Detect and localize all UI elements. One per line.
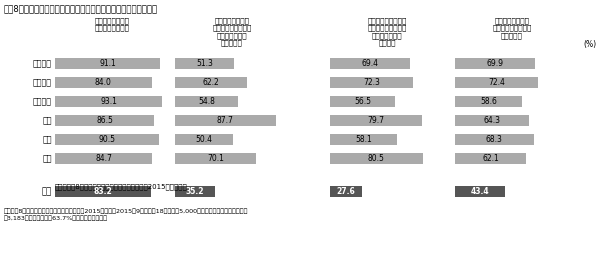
Text: 50.4: 50.4 <box>196 135 213 144</box>
Text: 93.1: 93.1 <box>100 97 117 106</box>
Text: 91.1: 91.1 <box>99 59 116 68</box>
Text: 日本: 日本 <box>42 187 52 196</box>
Text: 87.7: 87.7 <box>217 116 234 125</box>
FancyBboxPatch shape <box>330 77 413 88</box>
FancyBboxPatch shape <box>55 96 162 107</box>
Text: 3,183人（有効回収率63.7%）から回答を得た。: 3,183人（有効回収率63.7%）から回答を得た。 <box>4 216 108 221</box>
FancyBboxPatch shape <box>330 58 410 69</box>
Text: 79.7: 79.7 <box>367 116 384 125</box>
Text: 83.2: 83.2 <box>93 187 112 196</box>
Text: という理由で圧力を: という理由で圧力を <box>367 25 407 31</box>
Text: メディアは報道の: メディアは報道の <box>494 17 530 24</box>
FancyBboxPatch shape <box>55 115 155 126</box>
Text: 90.5: 90.5 <box>99 135 116 144</box>
Text: られても仕方が: られても仕方が <box>217 32 247 39</box>
FancyBboxPatch shape <box>330 153 423 164</box>
Text: 62.1: 62.1 <box>482 154 499 163</box>
Text: ないと思う: ないと思う <box>221 39 243 46</box>
FancyBboxPatch shape <box>55 186 150 197</box>
Text: 27.6: 27.6 <box>337 187 355 196</box>
Text: かけるのは当然: かけるのは当然 <box>371 32 402 39</box>
Text: 政府が国益を損なう: 政府が国益を損なう <box>367 17 407 24</box>
Text: 58.1: 58.1 <box>355 135 372 144</box>
Text: 注：「第8回メディアに関する全国世論調査（2015年）」は2015年9月に全国18歳以上の5,000人を対象に訪問留置法で行い: 注：「第8回メディアに関する全国世論調査（2015年）」は2015年9月に全国1… <box>4 208 249 214</box>
Text: いると思う: いると思う <box>501 32 523 39</box>
FancyBboxPatch shape <box>175 58 234 69</box>
FancyBboxPatch shape <box>175 77 247 88</box>
FancyBboxPatch shape <box>330 186 362 197</box>
Text: 72.3: 72.3 <box>363 78 380 87</box>
FancyBboxPatch shape <box>175 96 238 107</box>
Text: 保障されるべきだ: 保障されるべきだ <box>95 25 129 31</box>
Text: 68.3: 68.3 <box>486 135 503 144</box>
Text: イギリス: イギリス <box>33 78 52 87</box>
FancyBboxPatch shape <box>455 186 505 197</box>
FancyBboxPatch shape <box>455 153 526 164</box>
FancyBboxPatch shape <box>175 186 216 197</box>
FancyBboxPatch shape <box>55 153 152 164</box>
FancyBboxPatch shape <box>455 134 533 145</box>
Text: フランス: フランス <box>33 97 52 106</box>
Text: 図袆8　報道の自由について（「そう思う」と回答した人の比率）: 図袆8 報道の自由について（「そう思う」と回答した人の比率） <box>4 4 158 13</box>
Text: アメリカ: アメリカ <box>33 59 52 68</box>
Text: 69.4: 69.4 <box>361 59 379 68</box>
FancyBboxPatch shape <box>455 115 529 126</box>
Text: 70.1: 70.1 <box>207 154 224 163</box>
FancyBboxPatch shape <box>55 134 159 145</box>
Text: 韓国: 韓国 <box>43 135 52 144</box>
Text: 51.3: 51.3 <box>196 59 213 68</box>
Text: 報道の自由は常に: 報道の自由は常に <box>95 17 129 24</box>
Text: 72.4: 72.4 <box>488 78 505 87</box>
Text: 58.6: 58.6 <box>480 97 497 106</box>
FancyBboxPatch shape <box>455 96 523 107</box>
FancyBboxPatch shape <box>55 58 160 69</box>
FancyBboxPatch shape <box>175 115 276 126</box>
Text: 自由を振りかざして: 自由を振りかざして <box>492 25 532 31</box>
Text: 56.5: 56.5 <box>354 97 371 106</box>
Text: 62.2: 62.2 <box>202 78 219 87</box>
Text: 69.9: 69.9 <box>486 59 504 68</box>
Text: タイ: タイ <box>43 154 52 163</box>
Text: 64.3: 64.3 <box>483 116 500 125</box>
FancyBboxPatch shape <box>455 58 535 69</box>
Text: 54.8: 54.8 <box>198 97 215 106</box>
Text: 43.4: 43.4 <box>471 187 489 196</box>
Text: 中国: 中国 <box>43 116 52 125</box>
Text: 84.7: 84.7 <box>95 154 112 163</box>
Text: (%): (%) <box>583 39 596 48</box>
Text: 35.2: 35.2 <box>186 187 205 196</box>
FancyBboxPatch shape <box>330 115 421 126</box>
FancyBboxPatch shape <box>55 77 152 88</box>
FancyBboxPatch shape <box>330 134 397 145</box>
Text: だと思う: だと思う <box>378 39 396 46</box>
FancyBboxPatch shape <box>175 134 233 145</box>
FancyBboxPatch shape <box>330 96 395 107</box>
FancyBboxPatch shape <box>175 153 256 164</box>
Text: 86.5: 86.5 <box>96 116 113 125</box>
Text: いると、圧力をかけ: いると、圧力をかけ <box>213 25 252 31</box>
Text: 80.5: 80.5 <box>368 154 385 163</box>
Text: 【参考：第8回メディアに関する全国世論調査（2015年）より】: 【参考：第8回メディアに関する全国世論調査（2015年）より】 <box>55 183 188 190</box>
Text: 84.0: 84.0 <box>95 78 112 87</box>
FancyBboxPatch shape <box>455 77 538 88</box>
Text: 現在の報道を見て: 現在の報道を見て <box>214 17 249 24</box>
